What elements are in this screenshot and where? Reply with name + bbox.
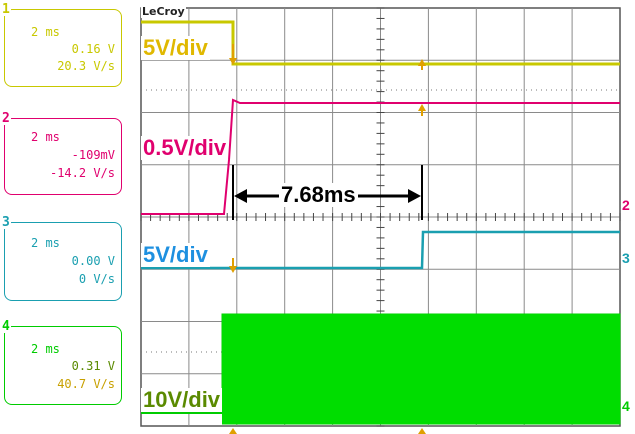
channel-3-number: 3: [1, 215, 11, 230]
channel-2-offset: -109mV: [71, 148, 115, 162]
channel-3-offset: 0.00 V: [71, 254, 115, 268]
channel-4-offset: 0.31 V: [71, 359, 115, 373]
channel-3-ground-marker: 3: [622, 250, 630, 266]
channel-2-trace: [141, 98, 620, 215]
channel-2-info[interactable]: 2 2 ms -109mV -14.2 V/s: [1, 112, 122, 195]
channel-3-info[interactable]: 3 2 ms 0.00 V 0 V/s: [1, 216, 122, 301]
channel-1-scale-label: 5V/div: [141, 35, 210, 60]
channel-2-number: 2: [1, 111, 11, 126]
channel-1-number: 1: [1, 2, 11, 17]
channel-2-time-div: 2 ms: [31, 130, 60, 144]
channel-1-slope: 20.3 V/s: [57, 59, 115, 73]
brand-logo: LeCroy: [141, 5, 186, 18]
channel-2-scale-label: 0.5V/div: [141, 135, 229, 160]
channel-4-scale-label: 10V/div: [141, 387, 223, 412]
channel-4-number: 4: [1, 319, 11, 334]
cursor-markers: [229, 44, 426, 434]
channel-1-time-div: 2 ms: [31, 25, 60, 39]
channel-4-time-div: 2 ms: [31, 342, 60, 356]
time-delta-measurement: 7.68ms: [279, 182, 358, 207]
channel-3-trace: [141, 230, 620, 270]
channel-3-scale-label: 5V/div: [141, 242, 210, 267]
channel-1-trace: [141, 20, 620, 66]
channel-1-info[interactable]: 1 2 ms 0.16 V 20.3 V/s: [1, 3, 122, 87]
channel-4-trace: [141, 313, 621, 425]
channel-1-offset: 0.16 V: [71, 42, 115, 56]
channel-4-slope: 40.7 V/s: [57, 377, 115, 391]
channel-4-ground-marker: 4: [622, 398, 630, 414]
channel-3-time-div: 2 ms: [31, 236, 60, 250]
channel-2-ground-marker: 2: [622, 197, 630, 213]
channel-3-slope: 0 V/s: [78, 272, 115, 286]
channel-4-info[interactable]: 4 2 ms 0.31 V 40.7 V/s: [1, 320, 122, 405]
channel-2-slope: -14.2 V/s: [49, 166, 115, 180]
